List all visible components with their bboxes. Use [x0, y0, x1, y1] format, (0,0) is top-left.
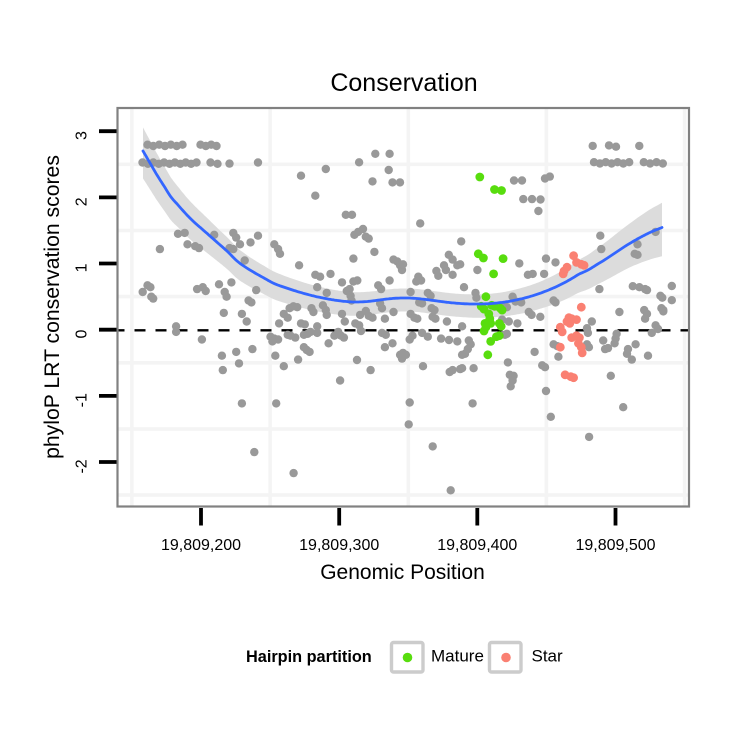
svg-text:3: 3: [74, 131, 91, 140]
svg-text:Hairpin partition: Hairpin partition: [246, 648, 372, 666]
svg-text:19,809,500: 19,809,500: [575, 537, 655, 554]
svg-text:2: 2: [74, 197, 91, 206]
svg-text:Genomic Position: Genomic Position: [320, 561, 485, 584]
svg-text:Mature: Mature: [431, 647, 484, 666]
svg-text:phyloP LRT conservation scores: phyloP LRT conservation scores: [41, 155, 64, 459]
svg-text:Conservation: Conservation: [330, 69, 477, 97]
svg-text:Star: Star: [532, 647, 564, 666]
svg-text:19,809,200: 19,809,200: [161, 537, 241, 554]
svg-text:1: 1: [74, 263, 91, 272]
svg-text:-2: -2: [74, 459, 91, 473]
svg-text:19,809,300: 19,809,300: [299, 537, 379, 554]
svg-text:19,809,400: 19,809,400: [437, 537, 517, 554]
svg-text:-1: -1: [74, 393, 91, 407]
svg-text:0: 0: [74, 330, 91, 339]
